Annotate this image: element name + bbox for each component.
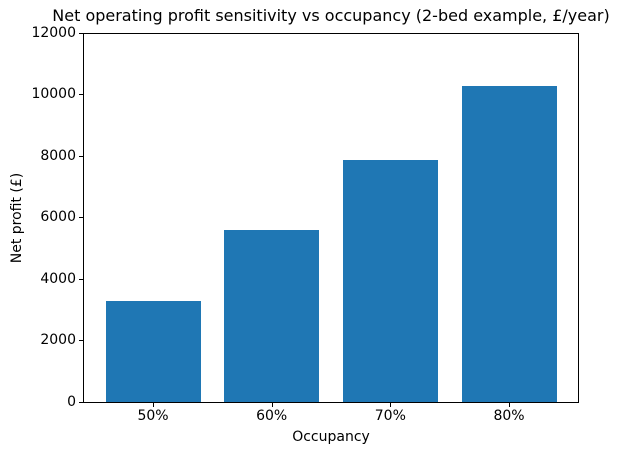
y-tick-mark <box>79 32 83 34</box>
x-tick-mark <box>390 403 392 407</box>
bar-70% <box>342 159 438 402</box>
bar-80% <box>461 86 557 402</box>
y-tick-label: 8000 <box>40 147 76 164</box>
x-tick-label: 50% <box>137 408 169 424</box>
y-tick-label: 2000 <box>40 332 76 348</box>
y-tick-mark <box>79 401 83 403</box>
y-tick-mark <box>79 155 83 157</box>
plot-area <box>83 33 579 403</box>
bar-50% <box>105 300 201 402</box>
x-axis-label: Occupancy <box>292 429 370 445</box>
y-tick-mark <box>79 217 83 218</box>
y-tick-mark <box>79 278 83 280</box>
x-tick-label: 70% <box>374 408 406 424</box>
x-tick-label: 80% <box>493 408 525 424</box>
y-tick-label: 6000 <box>40 209 76 225</box>
y-tick-label: 12000 <box>31 24 76 41</box>
x-tick-mark <box>153 403 154 407</box>
x-tick-label: 60% <box>256 408 288 424</box>
x-tick-mark <box>509 403 510 407</box>
y-tick-mark <box>79 340 83 341</box>
y-tick-mark <box>79 94 83 95</box>
y-tick-label: 0 <box>67 393 76 410</box>
x-tick-mark <box>271 403 273 407</box>
y-tick-label: 10000 <box>31 86 76 102</box>
bar-60% <box>224 230 320 402</box>
y-tick-label: 4000 <box>40 270 76 287</box>
chart-title: Net operating profit sensitivity vs occu… <box>52 6 610 25</box>
